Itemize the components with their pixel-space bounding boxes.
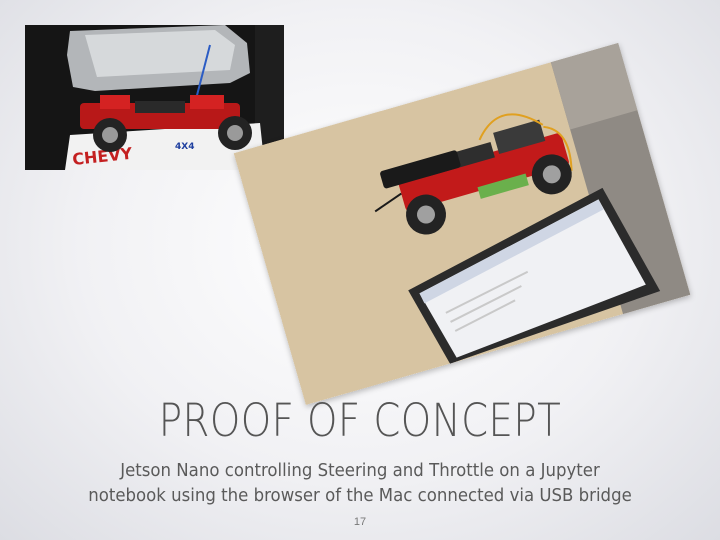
photo-car-and-laptop xyxy=(233,42,691,406)
subtitle-line-1: Jetson Nano controlling Steering and Thr… xyxy=(120,460,600,481)
subtitle-line-2: notebook using the browser of the Mac co… xyxy=(88,485,632,506)
box-lettering-secondary: 4X4 xyxy=(175,142,194,152)
photo-rc-car-on-box: CHEVY 4X4 xyxy=(25,25,284,170)
slide-title: PROOF OF CONCEPT xyxy=(158,394,562,447)
slide-subtitle: Jetson Nano controlling Steering and Thr… xyxy=(66,458,655,508)
page-number: 17 xyxy=(353,516,367,528)
